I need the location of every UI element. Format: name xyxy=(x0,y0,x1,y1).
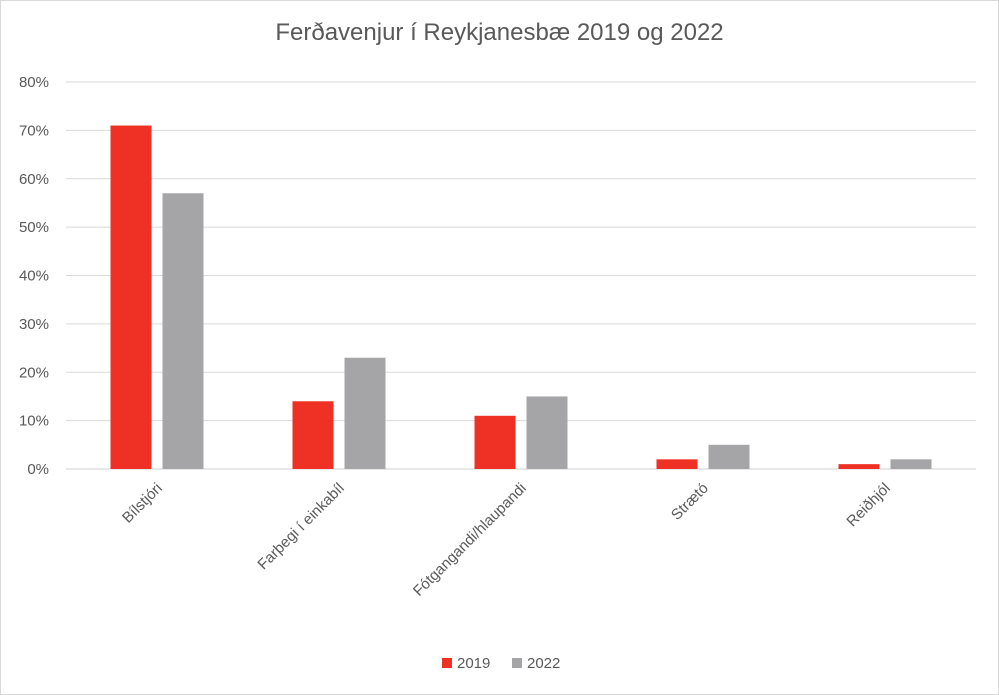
bar-2022 xyxy=(708,444,750,469)
bar-2019 xyxy=(292,401,334,469)
y-tick-label: 30% xyxy=(19,316,49,333)
bar-2019 xyxy=(656,459,698,469)
legend-swatch xyxy=(442,658,452,668)
bar-2022 xyxy=(344,357,386,469)
category-label: Bílstjóri xyxy=(119,480,166,527)
bar-2019 xyxy=(838,464,880,469)
y-tick-label: 10% xyxy=(19,413,49,430)
legend: 2019 2022 xyxy=(442,655,560,672)
y-tick-label: 0% xyxy=(27,461,49,478)
bar-2019 xyxy=(110,125,152,469)
legend-label: 2019 xyxy=(457,655,490,672)
bar-2022 xyxy=(890,459,932,469)
chart-title: Ferðavenjur í Reykjanesbæ 2019 og 2022 xyxy=(275,19,724,46)
bar-2022 xyxy=(526,396,568,469)
y-tick-label: 20% xyxy=(19,364,49,381)
y-tick-label: 80% xyxy=(19,74,49,91)
bars xyxy=(110,125,932,469)
legend-label: 2022 xyxy=(527,655,560,672)
y-tick-label: 50% xyxy=(19,219,49,236)
category-label: Fótgangandi/hlaupandi xyxy=(410,480,530,600)
gridlines xyxy=(66,81,976,470)
y-tick-label: 40% xyxy=(19,268,49,285)
x-axis-categories: Bílstjóri Farþegi í einkabíl Fótgangandi/h… xyxy=(119,480,894,600)
legend-swatch xyxy=(512,658,522,668)
y-axis-ticks: 0% 10% 20% 30% 40% 50% 60% 70% 80% xyxy=(19,74,49,478)
category-label: Reiðhjól xyxy=(843,480,893,530)
bar-2022 xyxy=(162,193,204,469)
y-tick-label: 70% xyxy=(19,122,49,139)
y-tick-label: 60% xyxy=(19,171,49,188)
bar-2019 xyxy=(474,415,516,469)
category-label: Strætó xyxy=(668,480,712,524)
category-label: Farþegi í einkabíl xyxy=(254,480,347,573)
